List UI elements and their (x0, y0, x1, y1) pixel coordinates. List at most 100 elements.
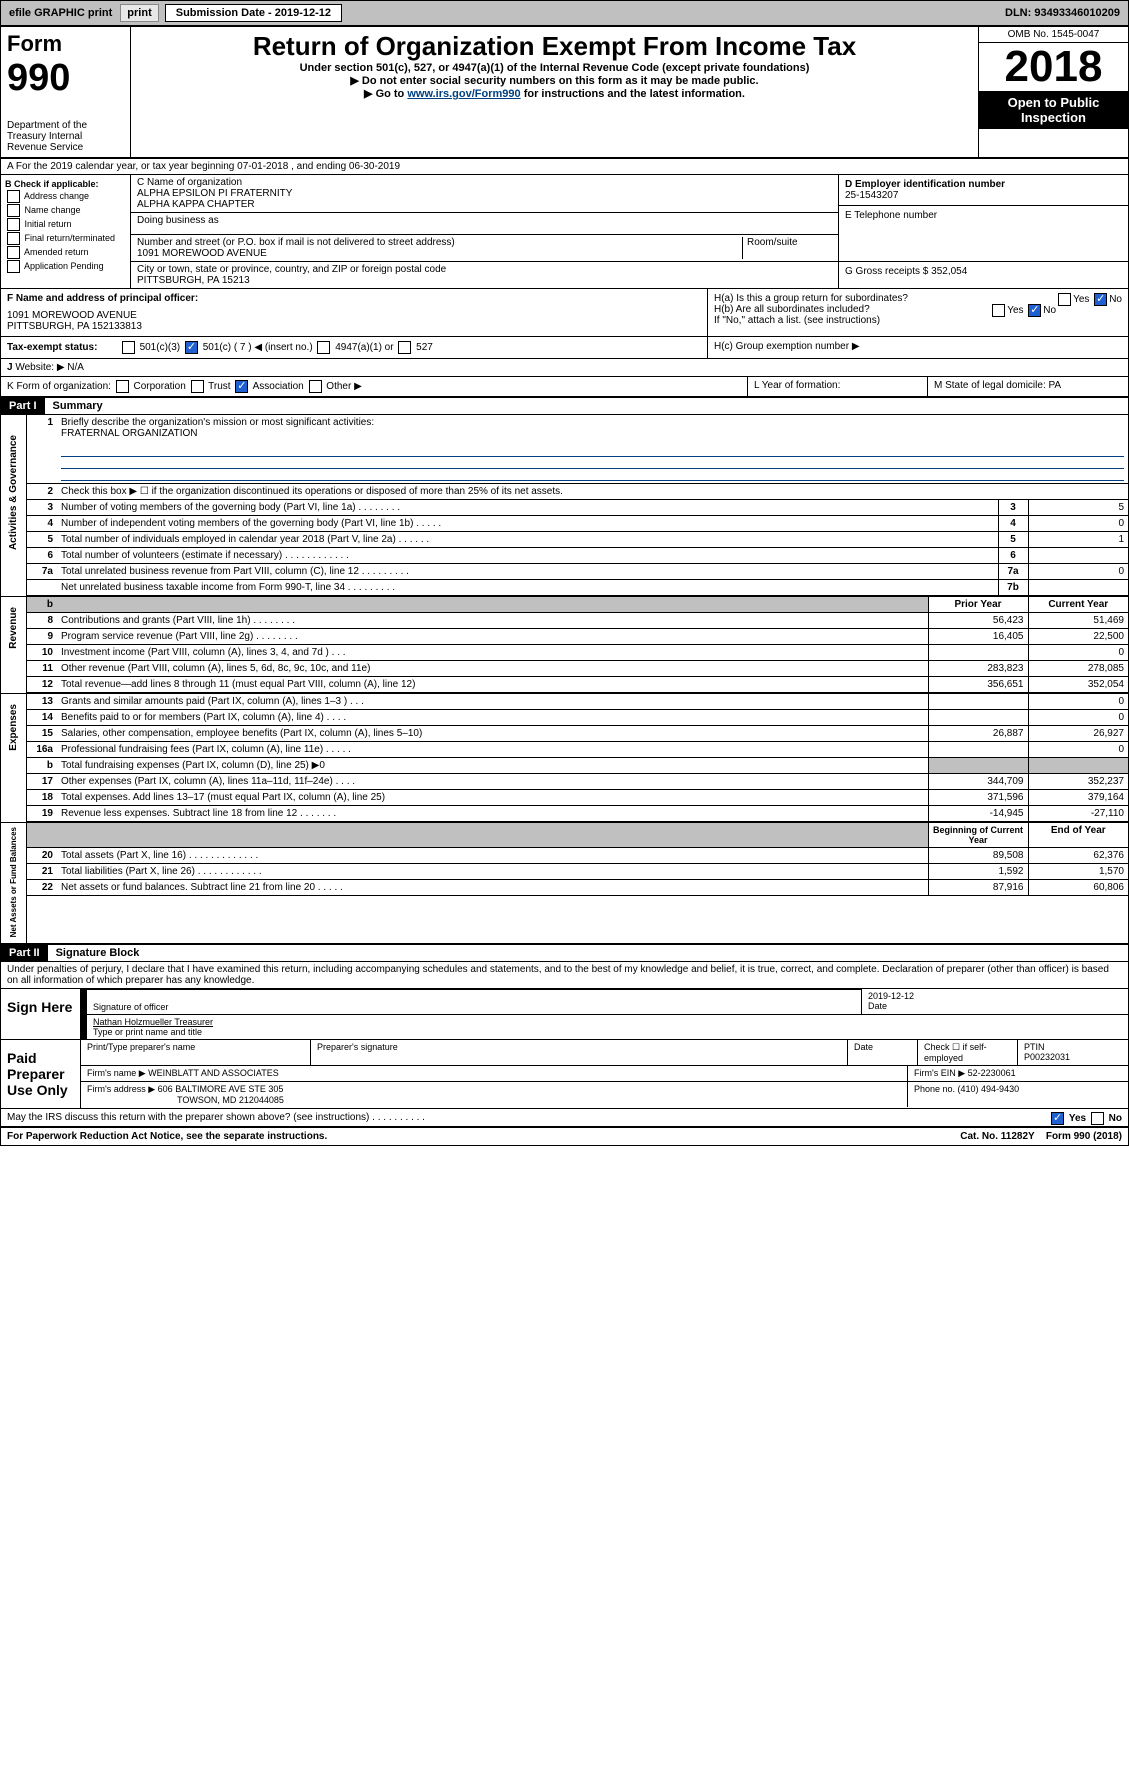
subtitle-1: Under section 501(c), 527, or 4947(a)(1)… (141, 62, 968, 74)
l8: Contributions and grants (Part VIII, lin… (57, 613, 928, 629)
may-discuss: May the IRS discuss this return with the… (7, 1112, 425, 1123)
l12: Total revenue—add lines 8 through 11 (mu… (57, 677, 928, 693)
l20: Total assets (Part X, line 16) . . . . .… (57, 848, 928, 864)
print-button[interactable]: print (120, 4, 158, 22)
goto-prefix: ▶ Go to (364, 88, 407, 100)
part1-bar: Part I (1, 398, 45, 414)
faddr2: TOWSON, MD 212044085 (177, 1095, 284, 1105)
l1-text: Briefly describe the organization's miss… (61, 417, 374, 428)
l7a-text: Total unrelated business revenue from Pa… (57, 564, 998, 580)
hdr-current-year: Current Year (1028, 597, 1128, 613)
paid-preparer: Paid Preparer Use Only (1, 1040, 81, 1108)
l3-text: Number of voting members of the governin… (57, 500, 998, 516)
chk-501c3[interactable] (122, 341, 135, 354)
l11: Other revenue (Part VIII, column (A), li… (57, 661, 928, 677)
chk-assoc[interactable]: ✓ (235, 380, 248, 393)
firm-ein: Firm's EIN ▶ 52-2230061 (908, 1066, 1128, 1081)
city-value: PITTSBURGH, PA 15213 (137, 275, 832, 286)
part2-bar: Part II (1, 945, 48, 961)
firm-val: WEINBLATT AND ASSOCIATES (148, 1068, 279, 1078)
hb-label: H(b) Are all subordinates included? (714, 304, 870, 315)
l6-text: Total number of volunteers (estimate if … (57, 548, 998, 564)
hb-note: If "No," attach a list. (see instruction… (714, 315, 1122, 326)
l2-text: Check this box ▶ ☐ if the organization d… (57, 484, 1128, 500)
chk-4947[interactable] (317, 341, 330, 354)
open-public: Open to Public Inspection (979, 91, 1128, 129)
street-hdr: Number and street (or P.O. box if mail i… (137, 237, 742, 248)
sig-name-lbl: Type or print name and title (93, 1027, 202, 1037)
527-label: 527 (416, 342, 433, 353)
form-number: 990 (7, 57, 70, 99)
l16a: Professional fundraising fees (Part IX, … (57, 742, 928, 758)
ha-label: H(a) Is this a group return for subordin… (714, 293, 908, 304)
hb-no[interactable]: ✓ (1028, 304, 1041, 317)
form-header: Form 990 Department of the Treasury Inte… (1, 27, 1128, 159)
street-value: 1091 MOREWOOD AVENUE (137, 248, 742, 259)
l5-text: Total number of individuals employed in … (57, 532, 998, 548)
l5-value: 1 (1028, 532, 1128, 548)
part2-title: Signature Block (56, 947, 140, 959)
l19: Revenue less expenses. Subtract line 18 … (57, 806, 928, 822)
k-label: K Form of organization: (7, 381, 111, 392)
side-expenses: Expenses (8, 704, 19, 751)
ha-yes[interactable] (1058, 293, 1071, 306)
chk-address-change[interactable]: Address change (5, 190, 126, 203)
sig-name: Nathan Holzmueller Treasurer (93, 1017, 213, 1027)
l10: Investment income (Part VIII, column (A)… (57, 645, 928, 661)
l7b-value (1028, 580, 1128, 596)
firm-phone: Phone no. (410) 494-9430 (908, 1082, 1128, 1107)
sig-officer-lbl: Signature of officer (93, 1002, 168, 1012)
submission-date: Submission Date - 2019-12-12 (165, 4, 342, 22)
year-formation: L Year of formation: (748, 377, 928, 396)
city-hdr: City or town, state or province, country… (137, 264, 832, 275)
top-bar: efile GRAPHIC print print Submission Dat… (1, 1, 1128, 27)
l3-value: 5 (1028, 500, 1128, 516)
dba-label: Doing business as (131, 213, 838, 235)
l1-value: FRATERNAL ORGANIZATION (61, 428, 198, 439)
irs-link[interactable]: www.irs.gov/Form990 (407, 88, 520, 100)
chk-amended[interactable]: Amended return (5, 246, 126, 259)
prep-sig-hdr: Preparer's signature (311, 1040, 848, 1065)
l21: Total liabilities (Part X, line 26) . . … (57, 864, 928, 880)
hdr-begin: Beginning of Current Year (928, 823, 1028, 848)
may-yes[interactable]: ✓ (1051, 1112, 1064, 1125)
cat-no: Cat. No. 11282Y (960, 1131, 1034, 1142)
chk-corp[interactable] (116, 380, 129, 393)
l15: Salaries, other compensation, employee b… (57, 726, 928, 742)
chk-501c[interactable]: ✓ (185, 341, 198, 354)
501c-label: 501(c) ( 7 ) ◀ (insert no.) (203, 342, 313, 353)
prep-date-hdr: Date (848, 1040, 918, 1065)
prep-selfemp: Check ☐ if self-employed (918, 1040, 1018, 1065)
line-a: A For the 2019 calendar year, or tax yea… (1, 159, 1128, 175)
phone-hdr: E Telephone number (845, 210, 1122, 221)
l4-value: 0 (1028, 516, 1128, 532)
hb-yes[interactable] (992, 304, 1005, 317)
may-no[interactable] (1091, 1112, 1104, 1125)
chk-final-return[interactable]: Final return/terminated (5, 232, 126, 245)
sign-here: Sign Here (1, 989, 81, 1039)
part1-title: Summary (53, 400, 103, 412)
jurat: Under penalties of perjury, I declare th… (1, 962, 1128, 989)
chk-app-pending[interactable]: Application Pending (5, 260, 126, 273)
ein-value: 25-1543207 (845, 190, 1122, 201)
l22: Net assets or fund balances. Subtract li… (57, 880, 928, 896)
l4-text: Number of independent voting members of … (57, 516, 998, 532)
form-word: Form (7, 31, 62, 56)
prep-name-hdr: Print/Type preparer's name (81, 1040, 311, 1065)
ein-hdr: D Employer identification number (845, 179, 1122, 190)
ha-no[interactable]: ✓ (1094, 293, 1107, 306)
side-activities: Activities & Governance (8, 435, 19, 550)
f-hdr: F Name and address of principal officer: (7, 293, 701, 304)
chk-initial-return[interactable]: Initial return (5, 218, 126, 231)
chk-name-change[interactable]: Name change (5, 204, 126, 217)
goto-suffix: for instructions and the latest informat… (521, 88, 745, 100)
chk-other[interactable] (309, 380, 322, 393)
chk-527[interactable] (398, 341, 411, 354)
l9: Program service revenue (Part VIII, line… (57, 629, 928, 645)
hc-label: H(c) Group exemption number ▶ (708, 337, 1128, 358)
c-name-hdr: C Name of organization (137, 177, 832, 188)
website: Website: ▶ N/A (15, 362, 84, 373)
l17: Other expenses (Part IX, column (A), lin… (57, 774, 928, 790)
chk-trust[interactable] (191, 380, 204, 393)
l13: Grants and similar amounts paid (Part IX… (57, 694, 928, 710)
